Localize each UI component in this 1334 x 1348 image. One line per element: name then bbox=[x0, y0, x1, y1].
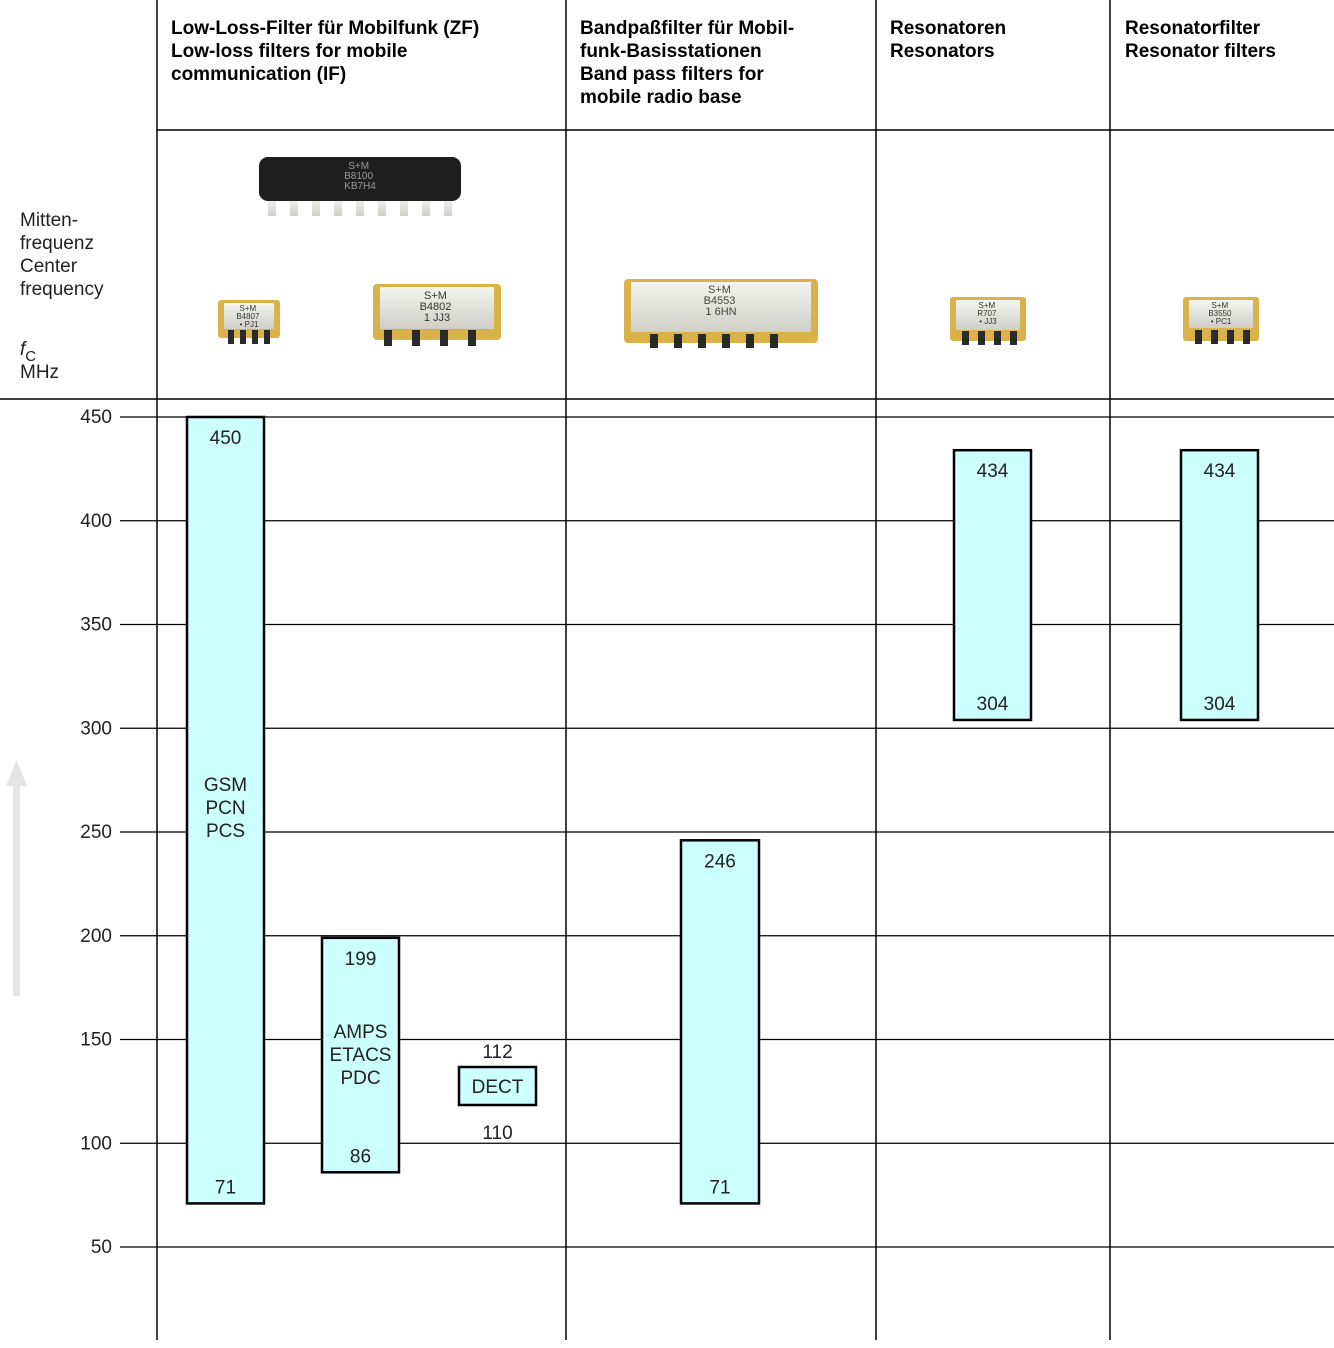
header-col-1: Low-Loss-Filter für Mobilfunk (ZF) Low-l… bbox=[171, 18, 484, 85]
range-bar-rect-0 bbox=[185, 415, 266, 1205]
y-axis-title-lines: Mitten- frequenz Center frequency bbox=[20, 210, 104, 300]
range-low-label-1: 86 bbox=[350, 1146, 371, 1167]
y-axis-ticks: 50 100 150 200 250 300 350 400 450 bbox=[80, 407, 112, 1258]
range-band-label-0-2: PCS bbox=[206, 821, 245, 842]
y-tick-label-200: 200 bbox=[80, 926, 112, 947]
y-tick-label-250: 250 bbox=[80, 822, 112, 843]
header-col-4: Resonatorfilter Resonator filters bbox=[1125, 18, 1276, 62]
chip-small-2-marking: S+M B4802 1 JJ3 bbox=[420, 290, 455, 324]
y-axis-symbol: fC bbox=[20, 339, 36, 365]
range-low-label-4: 304 bbox=[977, 694, 1009, 715]
range-bar-2: DECT 112 110 bbox=[457, 1042, 538, 1144]
chip-resonator-image: S+M R707 • JJ3 bbox=[950, 297, 1026, 345]
chip-large-pins bbox=[268, 198, 452, 216]
chip-small-1-image: S+M B4807 • PJ1 bbox=[218, 300, 280, 344]
range-low-label-2: 110 bbox=[482, 1123, 512, 1144]
range-bar-rect-3 bbox=[679, 839, 761, 1205]
range-high-label-5: 434 bbox=[1204, 461, 1236, 482]
chip-base-image: S+M B4553 1 6HN bbox=[624, 279, 818, 348]
range-low-label-0: 71 bbox=[215, 1177, 236, 1198]
range-bar-5: 434 304 bbox=[1179, 448, 1260, 722]
range-bar-rect-4 bbox=[952, 448, 1033, 722]
range-high-label-1: 199 bbox=[345, 949, 377, 970]
chip-base-marking: S+M B4553 1 6HN bbox=[704, 284, 739, 318]
y-tick-label-100: 100 bbox=[80, 1133, 112, 1154]
range-low-label-5: 304 bbox=[1204, 694, 1236, 715]
range-high-label-4: 434 bbox=[977, 461, 1009, 482]
range-high-label-3: 246 bbox=[704, 851, 736, 872]
y-tick-label-400: 400 bbox=[80, 511, 112, 532]
y-tick-label-50: 50 bbox=[91, 1237, 112, 1258]
range-bar-rect-2 bbox=[457, 1065, 538, 1107]
component-photos: S+M B8100 KB7H4 S+M B4807 • PJ1 bbox=[218, 157, 1259, 348]
header-col-2: Bandpaßfilter für Mobil- funk-Basisstati… bbox=[580, 18, 800, 108]
range-low-label-3: 71 bbox=[709, 1177, 730, 1198]
range-band-label-1-1: ETACS bbox=[330, 1045, 392, 1066]
y-tick-label-150: 150 bbox=[80, 1030, 112, 1051]
range-band-label-1-2: PDC bbox=[340, 1068, 380, 1089]
chip-small-2-image: S+M B4802 1 JJ3 bbox=[373, 284, 501, 346]
chip-large-body bbox=[259, 157, 461, 201]
range-bar-3: 246 71 bbox=[679, 839, 761, 1205]
chip-resonator-filter-marking: S+M B3550 • PC1 bbox=[1208, 301, 1233, 326]
chip-large-marking: S+M B8100 KB7H4 bbox=[344, 161, 376, 192]
up-arrow-icon bbox=[6, 760, 27, 996]
y-axis-title: Mitten- frequenz Center frequency fC MHz bbox=[20, 210, 104, 383]
range-high-label-2: 112 bbox=[482, 1042, 512, 1063]
range-band-label-0-1: PCN bbox=[205, 798, 245, 819]
range-bar-rect-1 bbox=[320, 936, 401, 1174]
chip-small-1-marking: S+M B4807 • PJ1 bbox=[236, 304, 261, 329]
chip-resonator-filter-image: S+M B3550 • PC1 bbox=[1183, 297, 1259, 344]
range-high-label-0: 450 bbox=[210, 428, 242, 449]
header-col-3: Resonatoren Resonators bbox=[890, 18, 1011, 62]
chip-resonator-marking: S+M R707 • JJ3 bbox=[977, 301, 998, 326]
column-headers: Low-Loss-Filter für Mobilfunk (ZF) Low-l… bbox=[171, 18, 1276, 108]
range-band-label-1-0: AMPS bbox=[334, 1022, 388, 1043]
chip-large-image: S+M B8100 KB7H4 bbox=[259, 157, 461, 216]
range-bar-4: 434 304 bbox=[952, 448, 1033, 722]
range-band-label-0-0: GSM bbox=[204, 775, 247, 796]
y-tick-label-300: 300 bbox=[80, 718, 112, 739]
range-bar-rect-5 bbox=[1179, 448, 1260, 722]
y-axis-unit: MHz bbox=[20, 362, 59, 383]
range-band-label-2-0: DECT bbox=[472, 1077, 524, 1098]
y-tick-label-450: 450 bbox=[80, 407, 112, 428]
y-tick-label-350: 350 bbox=[80, 615, 112, 636]
